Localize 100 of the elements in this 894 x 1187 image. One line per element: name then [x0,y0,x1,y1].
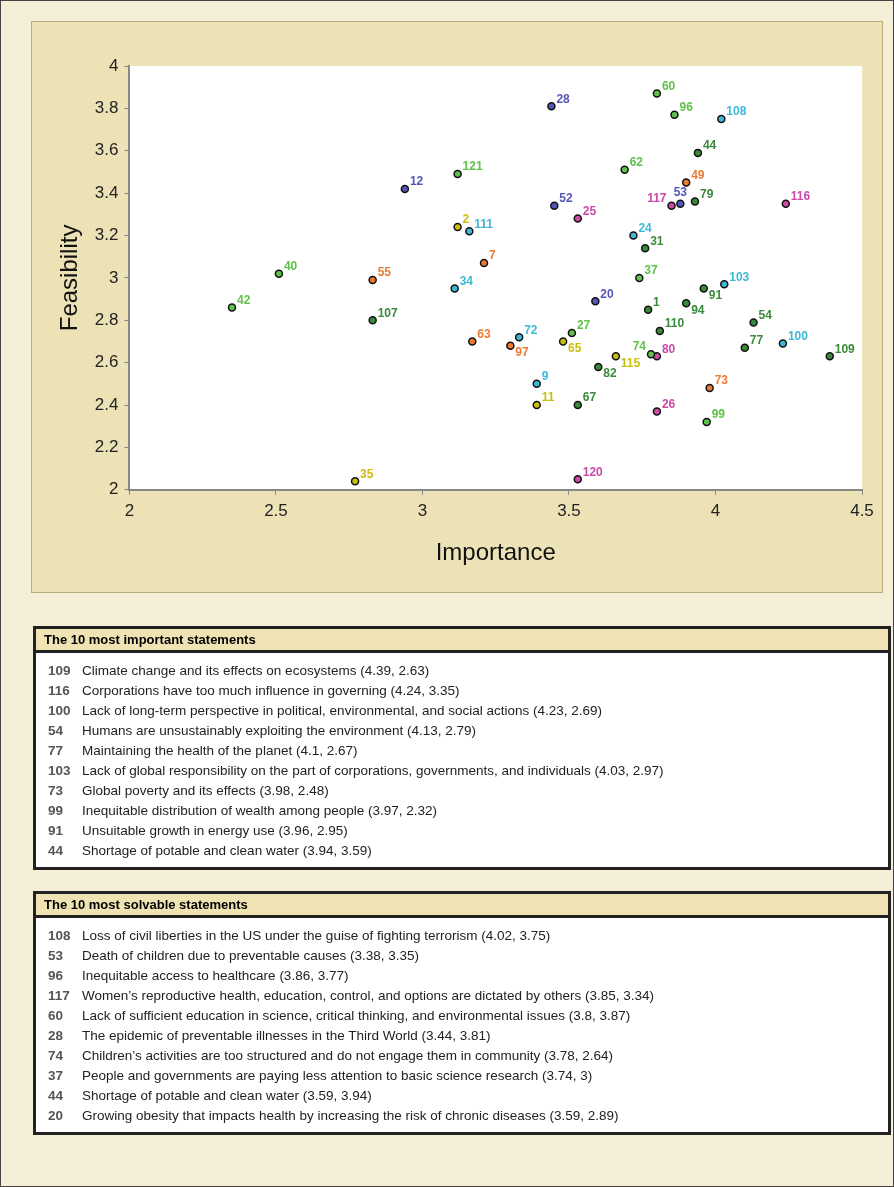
annotation: 12 [409,174,424,189]
point [670,110,679,119]
annotation: 44 [702,138,717,153]
point [573,214,583,223]
annotation: 52 [559,191,573,206]
text: 117 Women’s reproductive health, education, control, and options are dictated by others (3.85, 3.34) [47,987,656,1005]
point [558,337,568,346]
point [450,284,459,293]
text: 74 Children’s activities are too structured and do not engage them in community (3.78, 2.64) [48,1048,614,1063]
text: 53 Death of children due to preventable causes (3.38, 3.35) [48,948,419,963]
annotation: 31 [650,233,664,248]
point [547,102,556,111]
point [655,326,665,336]
annotation: 11 [541,390,555,405]
annotation: 67 [582,390,597,405]
point [532,400,541,410]
text: 44 Shortage of potable and clean water (3.94, 3.59) [48,843,372,858]
annotation: 94 [691,302,705,317]
y-tick-label: 4 [108,55,119,75]
text: 108 Loss of civil liberties in the US under the guise of fighting terrorism (4.02, 3.75) [47,927,552,945]
annotation: 79 [699,186,714,201]
point [573,400,583,410]
annotation: 97 [515,345,530,360]
text: 77 Maintaining the health of the planet (4.1, 2.67) [48,743,358,758]
x-tick-label: 2.5 [264,500,288,520]
point [465,227,474,236]
annotation: 91 [708,287,723,302]
point [479,258,489,268]
point [705,383,714,393]
annotation: 63 [477,326,491,341]
point [702,417,711,427]
text: 60 Lack of sufficient education in science, critical thinking, and environmental issues (3.8, 3.87) [48,1008,631,1023]
annotation: 116 [790,189,811,204]
annotation: 27 [576,318,591,333]
annotation: 9 [541,369,549,384]
annotation: 28 [556,91,571,106]
point [690,197,700,206]
text: 20 Growing obesity that impacts health by increasing the risk of chronic diseases (3.59, 2.89) [48,1108,619,1123]
annotation: 111 [474,216,494,231]
annotation: 7 [489,248,496,263]
annotation: 121 [462,159,483,174]
annotation: 40 [283,258,298,273]
x-tick-label: 4.5 [850,500,874,520]
annotation: 82 [603,366,617,381]
annotation: 34 [459,273,474,288]
annotation: 117 [647,191,667,206]
point [640,243,650,253]
point [350,477,360,486]
y-tick-label: 2.4 [94,394,119,414]
point [368,316,377,325]
annotation: 99 [711,407,726,422]
annotation: 35 [360,466,374,481]
annotation: 103 [729,269,750,284]
point [635,273,644,283]
annotation: 109 [834,341,856,356]
point [652,407,662,416]
point [646,349,656,359]
point [453,169,462,179]
annotation: 120 [582,464,604,479]
point [676,199,685,208]
point [667,201,676,211]
text: 37 People and governments are paying less attention to basic science research (3.74, 3) [48,1068,593,1083]
point [532,379,541,389]
point [567,328,577,338]
annotation: 65 [568,340,582,355]
annotation: 100 [787,328,809,343]
annotation: 1 [653,295,661,309]
text: 109 Climate change and its effects on ecosystems (4.39, 2.63) [47,662,431,680]
point [506,341,515,350]
point [778,339,788,348]
annotation: 42 [236,292,251,307]
annotation: 49 [691,167,705,182]
point [652,89,662,98]
point [594,362,603,372]
text: 99 Inequitable distribution of wealth among people (3.97, 2.32) [48,803,437,818]
y-tick-label: 3 [108,267,119,287]
annotation: 55 [377,265,392,280]
annotation: 26 [661,396,676,411]
y-tick-label: 3.8 [94,98,119,118]
annotation: 2 [462,212,470,227]
point [591,296,600,306]
text: 44 Shortage of potable and clean water (3.59, 3.94) [48,1088,372,1103]
annotation: 37 [644,263,658,278]
point [781,199,791,208]
point [720,280,729,289]
text: 116 Corporations have too much influence in governing (4.24, 3.35) [47,682,461,700]
annotation: 107 [377,305,398,320]
text: 103 Lack of global responsibility on the part of corporations, governments, and individuals (4.03, 2.97) [47,762,665,780]
point [749,318,758,327]
point [643,305,653,314]
point [629,231,638,240]
point [740,343,750,353]
point [274,269,284,278]
point [550,201,559,211]
point [400,184,410,194]
y-tick-label: 3.2 [94,225,119,245]
x-tick-label: 3 [417,500,428,520]
text: 100 Lack of long-term perspective in political, environmental, and social actions (4.23, 2.69) [47,702,604,720]
annotation: 115 [620,355,641,370]
text: 54 Humans are unsustainably exploiting the environment (4.13, 2.79) [48,723,476,738]
